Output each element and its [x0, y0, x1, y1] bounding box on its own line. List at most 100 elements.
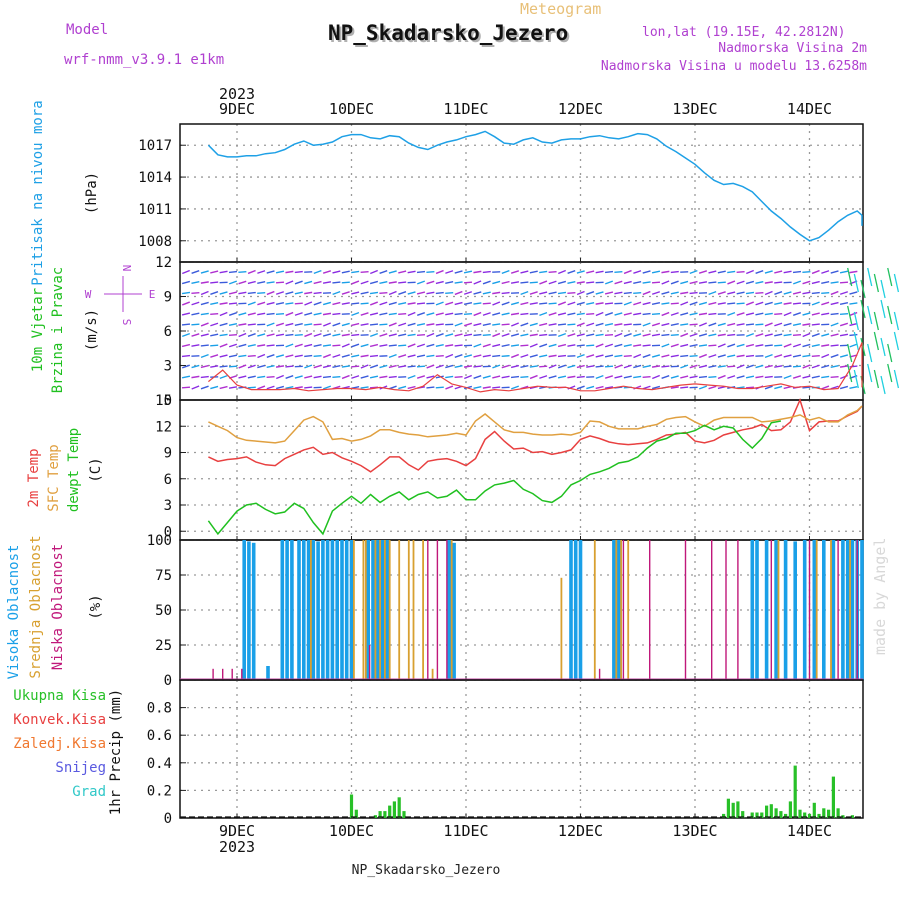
wind-barb-storm	[860, 337, 866, 357]
wind-barb	[351, 365, 360, 368]
wind-barb	[257, 385, 266, 390]
wind-barb	[417, 280, 425, 285]
wind-barb	[426, 323, 435, 326]
wind-barb	[792, 333, 802, 337]
wind-barb	[708, 333, 717, 337]
wind-barb	[830, 385, 839, 390]
wind-barb	[576, 312, 585, 316]
wind-barb	[332, 301, 341, 306]
wind-barb	[435, 343, 444, 348]
wind-barb	[266, 375, 275, 379]
wind-barb	[689, 375, 698, 379]
cloud-high-bar	[335, 540, 339, 680]
wind-barb	[689, 269, 698, 275]
wind-barb	[322, 270, 332, 274]
wind-barb	[764, 375, 773, 379]
wind-barb	[811, 323, 820, 326]
wind-barb	[191, 312, 200, 316]
wind-barb	[285, 291, 294, 295]
cloud-low-bar	[711, 540, 713, 680]
wind-barb-storm	[893, 331, 900, 351]
wind-barb	[360, 323, 369, 326]
wind-barb	[604, 312, 614, 316]
wind-barb	[388, 301, 397, 306]
precip-total-bar	[769, 804, 773, 818]
wind-barb	[511, 322, 519, 327]
header-elevation: Nadmorska Visina 2m	[718, 41, 867, 56]
wind-barb	[200, 270, 209, 274]
wind-barb	[323, 385, 331, 390]
wind-barb	[557, 343, 567, 348]
wind-barb	[548, 375, 557, 379]
wind-barb	[379, 333, 388, 337]
wind-barb	[708, 322, 717, 327]
wind-barb	[398, 312, 407, 316]
cloud-high-bar	[247, 541, 251, 680]
wind-barb	[661, 302, 670, 305]
wind-barb	[369, 280, 379, 285]
cloud-panel: 0 25 50 75 100	[147, 533, 864, 689]
wind-barb	[774, 312, 783, 316]
wind-barb	[680, 386, 689, 389]
wind-barb	[623, 312, 632, 316]
wind-barb	[623, 343, 632, 348]
wind-barb	[661, 365, 670, 368]
wind-barb	[745, 364, 755, 369]
wind-barb	[191, 291, 200, 295]
wind-barb	[257, 353, 266, 359]
wind-barb	[830, 270, 839, 274]
cloud-unit: (%)	[88, 594, 104, 619]
wind-barb	[548, 323, 557, 326]
wind-barb	[586, 344, 595, 347]
y-tick-label: 9	[164, 290, 172, 306]
wind-barb	[228, 365, 238, 368]
wind-barb	[426, 332, 435, 338]
wind-barb	[482, 386, 491, 389]
cloud-high-bar	[375, 540, 380, 680]
precip-total-bar	[812, 802, 816, 818]
wind-barb	[275, 354, 285, 358]
cloud-high-bar	[774, 540, 778, 680]
wind-barb	[313, 269, 322, 275]
cloud-high-bar	[822, 540, 826, 680]
wind-barb	[849, 333, 858, 337]
wind-barb	[811, 354, 820, 358]
wind-barb	[501, 291, 510, 295]
y-tick-label: 12	[155, 255, 172, 271]
wind-barb	[595, 322, 604, 327]
wind-barb	[285, 375, 294, 379]
wind-barb-storm	[887, 305, 893, 325]
wind-barb	[821, 364, 830, 369]
cloud-high-bar	[850, 540, 855, 680]
wind-barb	[792, 343, 802, 348]
wind-barb	[247, 333, 256, 337]
precip-total-bar	[750, 812, 754, 818]
wind-barb	[219, 343, 228, 348]
cloud-high-bar	[845, 540, 850, 680]
cloud-mid-bar	[815, 540, 818, 680]
wind-barb	[266, 333, 275, 337]
wind-barb	[257, 375, 266, 379]
wind-barb	[736, 302, 745, 305]
wind-barb	[257, 333, 266, 337]
wind-barb	[191, 270, 200, 274]
header-station-shadow: NP_Skadarsko_Jezero	[330, 23, 570, 47]
wind-barb	[623, 269, 632, 275]
temperature-ylabel-2m: 2m Temp	[26, 448, 42, 507]
wind-barb	[332, 354, 341, 358]
wind-barb	[548, 280, 557, 285]
wind-barb	[633, 312, 642, 316]
wind-barb	[332, 365, 341, 368]
wind-barb	[181, 354, 191, 358]
cloud-high-bar	[325, 540, 330, 680]
wind-barb	[238, 343, 247, 348]
wind-barb	[661, 322, 670, 327]
wind-barb	[520, 333, 529, 337]
wind-barb	[642, 354, 651, 358]
wind-barb	[351, 302, 360, 305]
precip-panel: 0 0.2 0.4 0.6 0.8	[147, 679, 864, 827]
wind-barb	[482, 312, 491, 316]
wind-barb	[294, 334, 303, 336]
wind-barb	[445, 301, 454, 306]
wind-barb	[802, 280, 811, 285]
